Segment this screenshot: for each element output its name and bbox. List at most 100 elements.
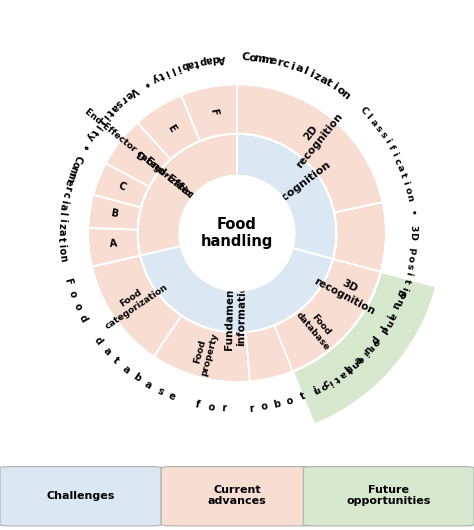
Text: c: c <box>281 58 291 70</box>
Text: s: s <box>373 123 383 134</box>
Text: Food
categorization: Food categorization <box>98 274 170 331</box>
Text: s: s <box>155 385 164 397</box>
Text: i: i <box>175 62 182 73</box>
Text: f: f <box>386 144 396 152</box>
Text: e: e <box>355 354 365 364</box>
Text: C: C <box>72 153 84 164</box>
Text: d: d <box>77 313 90 324</box>
Text: m: m <box>253 53 266 65</box>
Text: r: r <box>221 403 227 414</box>
Text: C: C <box>117 181 127 192</box>
Text: c: c <box>60 191 71 199</box>
Text: o: o <box>334 84 346 97</box>
Text: a: a <box>293 63 304 75</box>
Text: n: n <box>404 193 414 202</box>
Text: n: n <box>312 384 322 395</box>
Text: l: l <box>301 66 309 76</box>
Wedge shape <box>237 134 337 259</box>
Wedge shape <box>88 84 237 267</box>
Text: a: a <box>317 74 328 86</box>
Text: e: e <box>63 178 74 187</box>
Text: o: o <box>286 395 295 407</box>
Text: i: i <box>327 378 334 387</box>
Text: B: B <box>110 208 118 219</box>
Text: Fundamental
information: Fundamental information <box>224 273 247 350</box>
Text: i: i <box>311 385 319 396</box>
Text: Recognition: Recognition <box>267 160 332 213</box>
Text: F: F <box>208 107 219 116</box>
Text: n: n <box>391 301 403 311</box>
Text: a: a <box>143 379 154 391</box>
Text: e: e <box>123 89 134 101</box>
Text: a: a <box>353 354 365 366</box>
Text: End-Effector: End-Effector <box>143 155 210 213</box>
Text: y: y <box>84 131 96 142</box>
Text: a: a <box>186 58 195 69</box>
Text: t: t <box>332 373 341 383</box>
Text: d: d <box>211 54 219 64</box>
Text: t: t <box>401 277 411 284</box>
Text: Challenges: Challenges <box>46 491 115 500</box>
Text: o: o <box>402 186 413 195</box>
Text: a: a <box>387 311 398 321</box>
Text: a: a <box>58 203 69 211</box>
Text: i: i <box>163 67 170 77</box>
Text: a: a <box>337 368 348 379</box>
Text: r: r <box>248 403 254 414</box>
Text: Current
advances: Current advances <box>208 485 266 506</box>
Text: t: t <box>56 236 66 241</box>
Text: E: E <box>165 122 177 133</box>
Text: a: a <box>368 117 379 128</box>
Text: o: o <box>319 381 328 392</box>
Text: i: i <box>330 82 339 92</box>
Text: i: i <box>361 349 370 358</box>
Text: D: D <box>408 232 418 240</box>
Text: i: i <box>382 137 392 145</box>
Text: l: l <box>57 211 67 216</box>
Text: m: m <box>260 54 273 66</box>
Text: m: m <box>64 170 77 183</box>
Text: F: F <box>62 277 73 286</box>
Text: f: f <box>194 399 201 410</box>
Text: o: o <box>370 337 381 347</box>
Text: o: o <box>72 302 83 312</box>
Text: t: t <box>324 77 334 89</box>
Text: p: p <box>407 247 417 255</box>
Text: i: i <box>100 112 110 121</box>
Wedge shape <box>92 255 182 357</box>
Text: l: l <box>96 117 106 126</box>
Text: n: n <box>383 317 394 328</box>
Text: n: n <box>57 253 68 262</box>
Text: Food
property: Food property <box>190 329 220 377</box>
Text: t: t <box>299 391 307 402</box>
Text: 3D
recognition: 3D recognition <box>312 266 382 317</box>
Wedge shape <box>274 202 386 372</box>
Text: d: d <box>92 335 104 347</box>
Text: a: a <box>205 54 213 65</box>
Text: i: i <box>289 61 296 72</box>
Text: s: s <box>113 98 124 109</box>
Text: b: b <box>273 399 282 410</box>
Text: a: a <box>120 364 132 376</box>
Text: y: y <box>150 72 160 83</box>
Text: n: n <box>362 344 374 356</box>
Text: Food
handling: Food handling <box>201 217 273 250</box>
Text: Food
database: Food database <box>294 304 339 352</box>
Circle shape <box>180 176 294 290</box>
Text: 2D
recognition: 2D recognition <box>285 104 345 170</box>
Wedge shape <box>237 84 383 213</box>
Text: End-Effector categorization: End-Effector categorization <box>83 108 198 202</box>
Text: t: t <box>193 57 200 67</box>
Text: c: c <box>392 157 403 166</box>
Text: i: i <box>401 180 410 186</box>
Text: z: z <box>312 70 322 83</box>
Text: A: A <box>109 238 118 249</box>
Text: t: t <box>105 107 115 117</box>
Text: t: t <box>111 356 121 366</box>
Wedge shape <box>293 272 437 425</box>
Text: l: l <box>379 325 390 333</box>
Text: i: i <box>92 122 102 131</box>
Wedge shape <box>140 246 333 333</box>
Text: s: s <box>377 130 388 139</box>
Text: V: V <box>128 85 140 97</box>
